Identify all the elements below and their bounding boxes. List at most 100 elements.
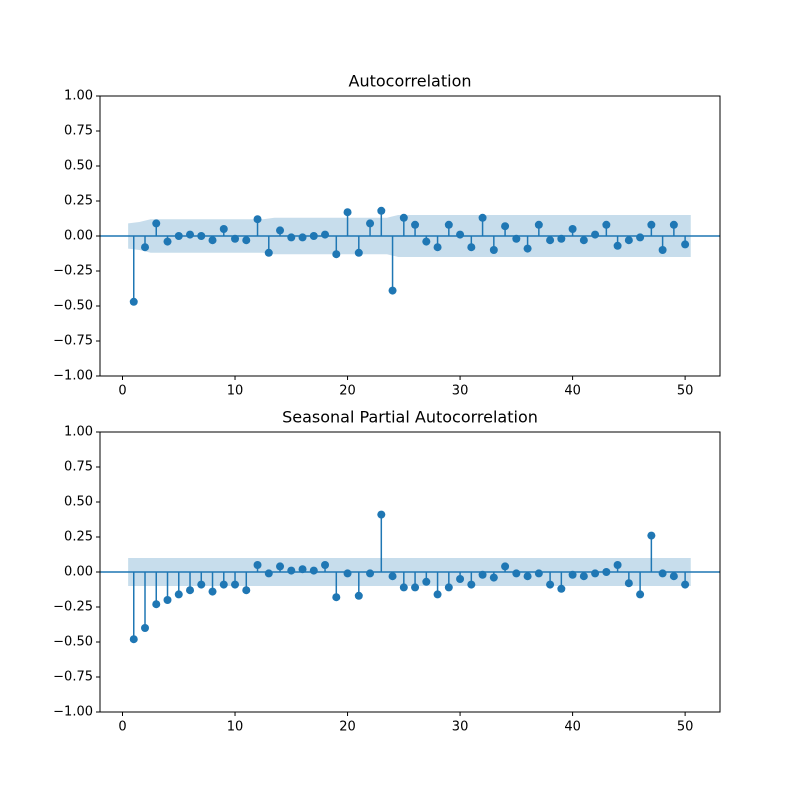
stem-marker bbox=[478, 570, 487, 579]
stem-marker bbox=[276, 226, 285, 235]
stem-marker bbox=[163, 596, 172, 604]
stem-marker bbox=[208, 587, 217, 596]
stem-marker bbox=[298, 233, 307, 242]
stem-marker bbox=[411, 220, 420, 229]
x-tick-label: 30 bbox=[452, 384, 469, 399]
stem-marker bbox=[624, 579, 633, 588]
y-tick-label: −0.75 bbox=[53, 670, 93, 685]
stem-marker bbox=[422, 577, 431, 586]
stem-marker bbox=[636, 590, 645, 599]
stem-marker bbox=[321, 561, 330, 569]
stem-marker bbox=[332, 593, 341, 602]
stem-marker bbox=[489, 246, 498, 254]
stem-marker bbox=[411, 583, 420, 592]
stem-marker bbox=[298, 565, 307, 574]
y-tick-label: −1.00 bbox=[53, 705, 93, 720]
stem-marker bbox=[478, 213, 487, 222]
stem-marker bbox=[624, 236, 633, 245]
stem-marker bbox=[129, 635, 138, 644]
stem-marker bbox=[174, 590, 183, 599]
chart-title: Seasonal Partial Autocorrelation bbox=[282, 408, 538, 427]
stem-marker bbox=[658, 246, 667, 254]
stem-marker bbox=[501, 222, 510, 231]
stem-marker bbox=[602, 568, 611, 576]
stem-marker bbox=[602, 220, 611, 229]
y-tick-label: 1.00 bbox=[64, 89, 93, 104]
stem-marker bbox=[489, 573, 498, 582]
stem-marker bbox=[219, 580, 228, 589]
x-tick-label: 30 bbox=[452, 720, 469, 735]
stem-marker bbox=[163, 237, 172, 246]
stem-marker bbox=[399, 583, 408, 592]
stem-marker bbox=[636, 233, 645, 242]
x-tick-label: 50 bbox=[677, 720, 694, 735]
stem-marker bbox=[422, 237, 431, 246]
stem-marker bbox=[456, 230, 465, 239]
stem-marker bbox=[388, 572, 397, 581]
stem-marker bbox=[321, 230, 330, 239]
stem-marker bbox=[444, 583, 453, 592]
stem-marker bbox=[557, 234, 566, 243]
x-tick-label: 0 bbox=[118, 384, 126, 399]
stem-marker bbox=[208, 236, 217, 245]
y-tick-label: 0.75 bbox=[64, 460, 93, 475]
y-tick-label: 0.50 bbox=[64, 159, 93, 174]
stem-marker bbox=[242, 586, 251, 595]
x-tick-label: 50 bbox=[677, 384, 694, 399]
stem-marker bbox=[399, 213, 408, 222]
stem-marker bbox=[579, 236, 588, 245]
x-tick-label: 10 bbox=[227, 720, 244, 735]
y-tick-label: 0.25 bbox=[64, 194, 93, 209]
stem-marker bbox=[534, 220, 543, 229]
stem-marker bbox=[377, 510, 386, 519]
x-tick-label: 40 bbox=[564, 720, 581, 735]
stem-marker bbox=[309, 566, 318, 575]
subplot: Seasonal Partial Autocorrelation 0 10 20 30 4… bbox=[53, 408, 721, 735]
x-tick-label: 10 bbox=[227, 384, 244, 399]
stem-marker bbox=[523, 572, 532, 581]
stem-marker bbox=[546, 236, 555, 245]
stem-marker bbox=[141, 624, 150, 632]
y-tick-label: −0.50 bbox=[53, 299, 93, 314]
stem-marker bbox=[534, 569, 543, 578]
stem-marker bbox=[242, 236, 251, 245]
stem-marker bbox=[366, 569, 375, 578]
subplot: Autocorrelation 0 10 20 30 40 50 −1.00 −0.75 −0.5… bbox=[53, 72, 721, 399]
stem-marker bbox=[613, 561, 622, 569]
stem-marker bbox=[591, 230, 600, 239]
chart-title: Autocorrelation bbox=[349, 72, 472, 91]
stem-marker bbox=[647, 220, 656, 229]
stem-marker bbox=[647, 531, 656, 540]
stem-marker bbox=[343, 569, 352, 578]
x-tick-label: 20 bbox=[339, 720, 356, 735]
stem-marker bbox=[579, 572, 588, 581]
stem-marker bbox=[557, 584, 566, 593]
stem-marker bbox=[568, 570, 577, 579]
stem-marker bbox=[681, 580, 690, 589]
stem-marker bbox=[253, 215, 262, 224]
stem-marker bbox=[388, 286, 397, 295]
stem-marker bbox=[287, 233, 296, 242]
stem-marker bbox=[377, 206, 386, 215]
stem-marker bbox=[343, 208, 352, 217]
stem-marker bbox=[467, 580, 476, 589]
x-tick-label: 20 bbox=[339, 384, 356, 399]
stem-marker bbox=[591, 569, 600, 578]
y-tick-label: 0.25 bbox=[64, 530, 93, 545]
x-tick-label: 0 bbox=[118, 720, 126, 735]
x-tick-label: 40 bbox=[564, 384, 581, 399]
stem-marker bbox=[264, 248, 273, 257]
stem-marker bbox=[546, 580, 555, 589]
stem-marker bbox=[219, 225, 228, 233]
stem-marker bbox=[512, 569, 521, 578]
stem-marker bbox=[152, 600, 161, 609]
y-tick-label: 0.00 bbox=[64, 229, 93, 244]
stem-marker bbox=[366, 219, 375, 228]
stem-marker bbox=[186, 586, 195, 595]
stem-marker bbox=[174, 232, 183, 240]
stem-marker bbox=[523, 244, 532, 253]
stem-marker bbox=[433, 243, 442, 252]
y-tick-label: −0.25 bbox=[53, 600, 93, 615]
stem-marker bbox=[444, 220, 453, 229]
